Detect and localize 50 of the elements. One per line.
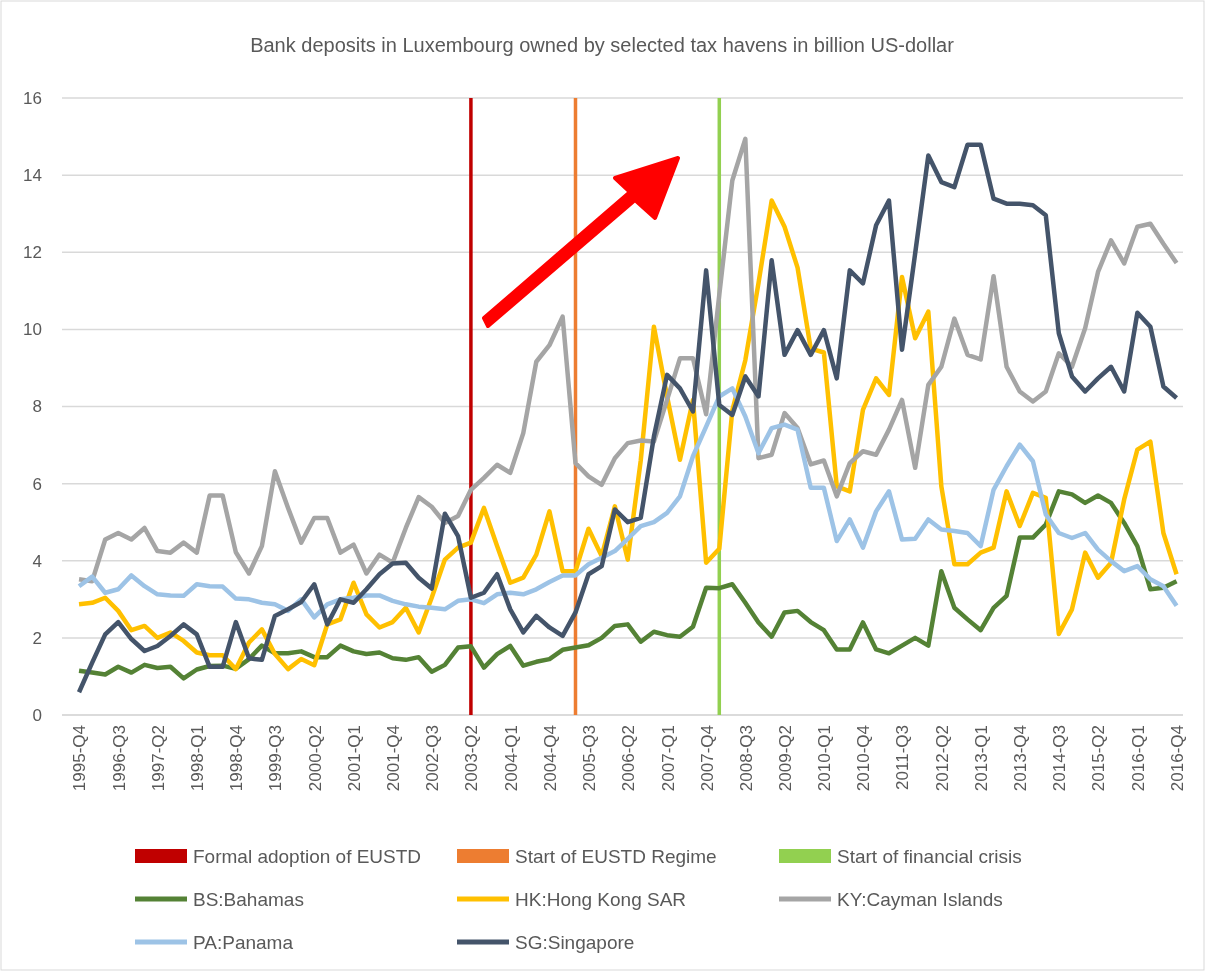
y-tick-label: 4	[32, 551, 42, 571]
legend-label: HK:Hong Kong SAR	[515, 888, 687, 910]
x-tick-label: 2008-Q3	[736, 725, 756, 792]
x-tick-label: 2006-Q2	[619, 725, 639, 792]
x-tick-label: 2005-Q3	[579, 725, 599, 792]
x-tick-label: 2011-Q3	[893, 725, 913, 790]
legend-label: Start of financial crisis	[837, 845, 1022, 867]
x-tick-label: 2013-Q4	[1011, 725, 1031, 792]
x-tick-label: 1997-Q2	[148, 725, 168, 792]
x-tick-label: 1998-Q4	[227, 725, 247, 792]
legend-label: BS:Bahamas	[193, 888, 304, 910]
line-series	[76, 489, 1179, 681]
x-tick-label: 2012-Q2	[932, 725, 952, 792]
line-series	[76, 386, 1179, 620]
legend-label: PA:Panama	[193, 931, 294, 953]
x-tick-label: 2007-Q1	[658, 725, 678, 792]
y-tick-label: 12	[23, 243, 42, 263]
x-tick-label: 2002-Q3	[423, 725, 443, 792]
y-tick-label: 16	[23, 88, 42, 108]
legend-label: KY:Cayman Islands	[837, 888, 1003, 910]
y-tick-label: 2	[32, 628, 42, 648]
x-tick-label: 1995-Q4	[70, 725, 90, 792]
x-tick-label: 1999-Q3	[266, 725, 286, 792]
x-tick-label: 1998-Q1	[188, 725, 208, 792]
x-tick-label: 2010-Q4	[854, 725, 874, 792]
x-tick-label: 1996-Q3	[109, 725, 129, 792]
legend-label: Formal adoption of EUSTD	[193, 845, 422, 867]
x-tick-label: 2010-Q1	[815, 725, 835, 792]
x-tick-label: 2016-Q1	[1128, 725, 1148, 792]
x-tick-label: 2009-Q2	[775, 725, 795, 792]
legend-label: SG:Singapore	[515, 931, 635, 953]
x-tick-label: 2001-Q1	[345, 725, 365, 792]
x-tick-label: 2016-Q4	[1168, 725, 1188, 792]
x-tick-label: 2001-Q4	[384, 725, 404, 792]
x-tick-label: 2014-Q3	[1050, 725, 1070, 792]
y-tick-label: 14	[23, 166, 42, 186]
legend-label: Start of EUSTD Regime	[515, 845, 717, 867]
chart-title: Bank deposits in Luxembourg owned by selected tax havens in billion US-dollar	[250, 34, 955, 56]
y-tick-label: 8	[32, 397, 42, 417]
x-tick-label: 2007-Q4	[697, 725, 717, 792]
y-tick-label: 0	[32, 705, 42, 725]
x-tick-label: 2004-Q4	[540, 725, 560, 792]
y-tick-label: 6	[32, 474, 42, 494]
x-tick-label: 2003-Q2	[462, 725, 482, 792]
x-tick-label: 2013-Q1	[972, 725, 992, 792]
y-tick-label: 10	[23, 320, 42, 340]
x-tick-label: 2000-Q2	[305, 725, 325, 792]
x-tick-label: 2015-Q2	[1089, 725, 1109, 792]
line-series	[76, 136, 1179, 584]
x-tick-label: 2004-Q1	[501, 725, 521, 792]
